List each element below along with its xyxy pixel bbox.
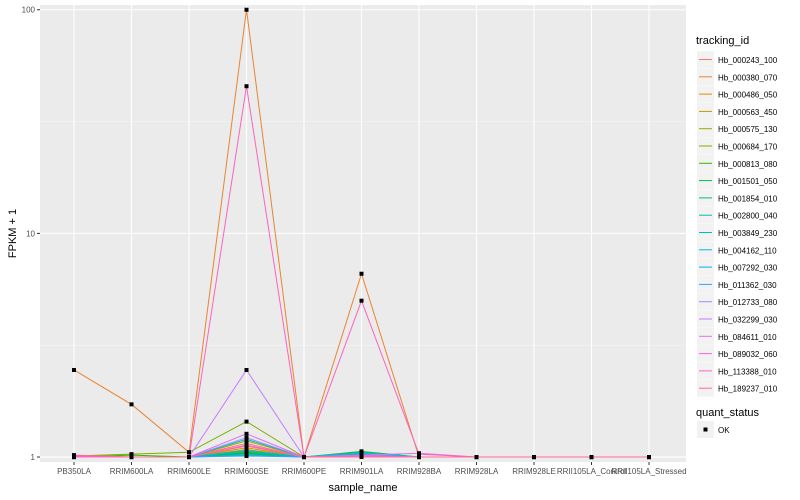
legend-label: Hb_007292_030 bbox=[718, 264, 778, 273]
x-tick-label: RRIM600PE bbox=[282, 467, 326, 476]
legend-label: Hb_000575_130 bbox=[718, 125, 778, 134]
x-tick-label: RRIM600LA bbox=[110, 467, 154, 476]
legend-label: Hb_089032_060 bbox=[718, 350, 778, 359]
data-point bbox=[72, 453, 76, 458]
legend-label: Hb_001854_010 bbox=[718, 194, 778, 203]
x-tick-label: PB350LA bbox=[57, 467, 91, 476]
x-tick-label: RRIM928LA bbox=[455, 467, 499, 476]
legend-label: Hb_000243_100 bbox=[718, 56, 778, 65]
data-point bbox=[244, 419, 249, 424]
legend-label: Hb_002800_040 bbox=[718, 212, 778, 221]
data-point bbox=[359, 271, 364, 276]
legend-label: OK bbox=[718, 426, 730, 435]
x-tick-label: RRIM928LE bbox=[512, 467, 556, 476]
legend-title-quant-status: quant_status bbox=[696, 407, 759, 419]
y-axis-title: FPKM + 1 bbox=[7, 209, 19, 258]
legend-label: Hb_004162_110 bbox=[718, 246, 777, 255]
legend-label: Hb_032299_030 bbox=[718, 316, 778, 325]
data-point bbox=[474, 455, 479, 460]
y-tick-label: 1 bbox=[31, 453, 36, 462]
data-point bbox=[359, 455, 364, 460]
y-tick-label: 10 bbox=[26, 229, 35, 238]
legend-label: Hb_000813_080 bbox=[718, 160, 778, 169]
legend-label: Hb_084611_010 bbox=[718, 333, 777, 342]
legend-label: Hb_001501_050 bbox=[718, 177, 778, 186]
y-tick-label: 100 bbox=[22, 6, 36, 15]
data-point bbox=[129, 402, 134, 407]
x-tick-label: RRII105LA_Control bbox=[557, 467, 627, 476]
data-point bbox=[647, 455, 651, 460]
data-point bbox=[244, 454, 249, 459]
legend-point bbox=[703, 427, 708, 432]
data-point bbox=[417, 455, 421, 460]
data-point bbox=[244, 84, 249, 89]
data-point bbox=[244, 435, 249, 440]
x-tick-label: RRIM600LE bbox=[167, 467, 211, 476]
data-point bbox=[187, 450, 191, 455]
data-point bbox=[244, 448, 249, 453]
legend-label: Hb_000563_450 bbox=[718, 108, 778, 117]
legend-label: Hb_003849_230 bbox=[718, 229, 778, 238]
legend-label: Hb_113388_010 bbox=[718, 367, 777, 376]
data-point bbox=[417, 452, 421, 457]
data-point bbox=[244, 431, 249, 436]
data-point bbox=[532, 455, 536, 460]
data-point bbox=[589, 455, 594, 460]
data-point bbox=[244, 7, 249, 12]
data-point bbox=[72, 367, 76, 372]
legend-label: Hb_011362_030 bbox=[718, 281, 777, 290]
legend-label: Hb_000380_070 bbox=[718, 73, 778, 82]
data-point bbox=[244, 444, 249, 449]
data-point bbox=[129, 455, 134, 460]
data-point bbox=[187, 455, 191, 460]
legend-label: Hb_000486_050 bbox=[718, 91, 778, 100]
legend-label: Hb_189237_010 bbox=[718, 385, 778, 394]
legend-title: tracking_id bbox=[696, 35, 749, 47]
data-point bbox=[302, 455, 306, 460]
data-point bbox=[359, 298, 364, 303]
x-tick-label: RRII105LA_Stressed bbox=[611, 467, 686, 476]
legend-label: Hb_000684_170 bbox=[718, 143, 778, 152]
data-point bbox=[244, 367, 249, 372]
x-tick-label: RRIM901LA bbox=[340, 467, 384, 476]
x-tick-label: RRIM928BA bbox=[397, 467, 442, 476]
x-tick-label: RRIM600SE bbox=[224, 467, 268, 476]
x-axis-title: sample_name bbox=[328, 482, 397, 494]
legend-label: Hb_012733_080 bbox=[718, 298, 778, 307]
